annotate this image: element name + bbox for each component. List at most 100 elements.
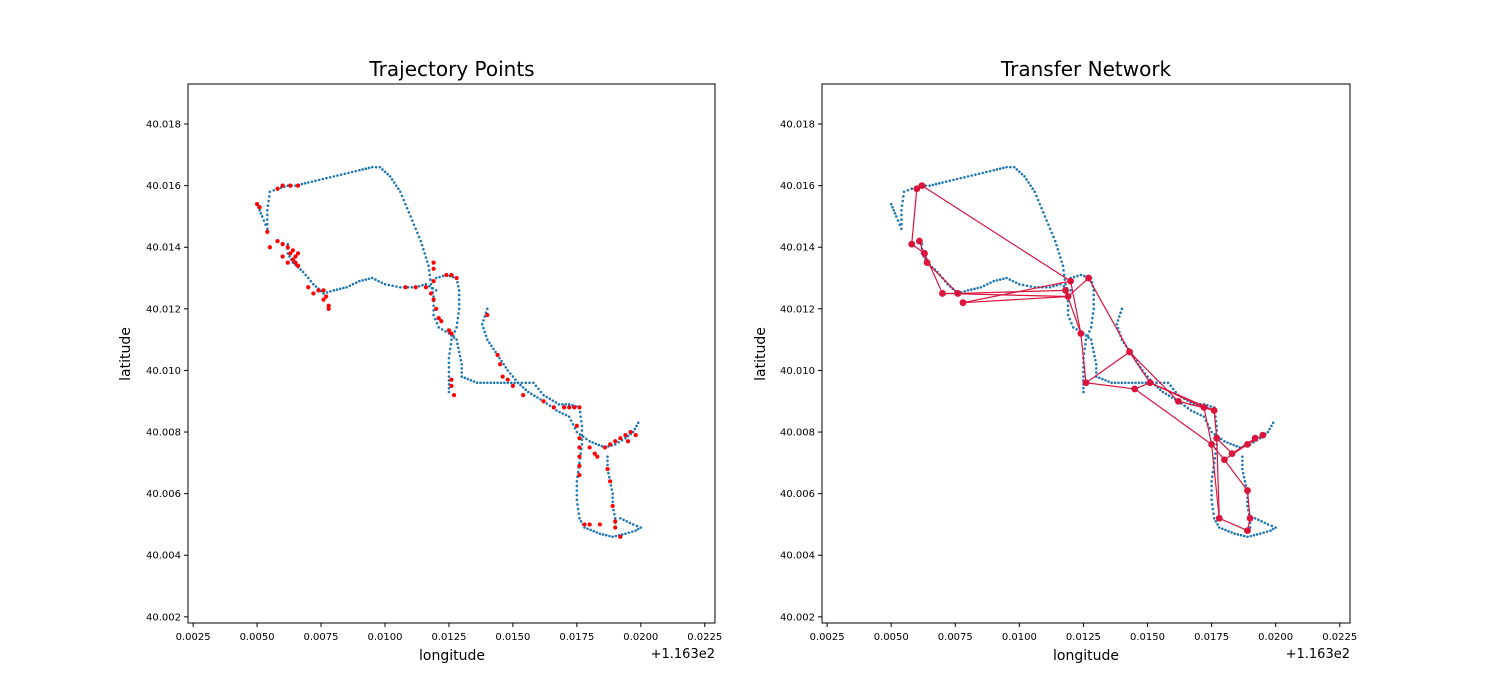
trajectory-point [1104, 378, 1107, 382]
stop-point [288, 183, 293, 188]
trajectory-point [1255, 533, 1259, 536]
trajectory-point [455, 321, 459, 325]
stop-point [605, 466, 610, 472]
trajectory-point [1075, 328, 1078, 331]
trajectory-point [432, 313, 435, 317]
trajectory-point [492, 347, 495, 351]
y-axis-label: latitude [118, 327, 134, 381]
stop-point [595, 454, 600, 459]
trajectory-point [472, 380, 476, 383]
trajectory-point [475, 381, 479, 385]
trajectory-point [503, 381, 506, 385]
trajectory-point [588, 439, 591, 443]
trajectory-point [1092, 289, 1095, 292]
stop-point [628, 429, 633, 435]
network-node [1085, 274, 1092, 282]
trajectory-point [630, 530, 634, 533]
trajectory-point [580, 424, 584, 428]
trajectory-point [1214, 520, 1218, 523]
trajectory-point [1233, 532, 1236, 535]
trajectory-point [1214, 452, 1217, 455]
stop-point [454, 275, 459, 281]
trajectory-point [380, 281, 384, 284]
trajectory-point [1082, 375, 1085, 378]
stop-point [582, 522, 587, 527]
network-node [1064, 293, 1072, 300]
trajectory-point [370, 276, 374, 280]
trajectory-point [578, 433, 582, 436]
trajectory-point [1064, 282, 1067, 286]
trajectory-point [992, 168, 996, 172]
trajectory-point [402, 198, 406, 202]
trajectory-point [906, 188, 910, 192]
trajectory-point [931, 183, 935, 187]
stop-point [439, 319, 444, 324]
stop-point [290, 257, 295, 262]
trajectory-point [1243, 480, 1247, 483]
network-edge [1088, 277, 1131, 353]
trajectory-point [267, 199, 270, 203]
trajectory-point [1216, 523, 1219, 526]
trajectory-point [608, 534, 611, 538]
y-tick-label: 40.014 [146, 243, 181, 254]
trajectory-point [1192, 410, 1196, 414]
trajectory-point [460, 371, 464, 374]
trajectory-point [301, 270, 305, 274]
trajectory-point [536, 396, 539, 399]
trajectory-point [1115, 322, 1119, 326]
trajectory-point [1005, 165, 1008, 169]
trajectory-point [1057, 252, 1061, 255]
trajectory-point [611, 535, 614, 539]
plot-frame [821, 83, 1351, 624]
trajectory-point [314, 285, 318, 288]
stop-point [403, 285, 408, 290]
trajectory-point [486, 381, 489, 385]
trajectory-point [973, 287, 976, 291]
network-edge [921, 185, 1071, 282]
trajectory-point [1062, 273, 1066, 277]
chart-title: Trajectory Points [368, 57, 534, 81]
trajectory-point [448, 347, 452, 351]
network-edge [1216, 438, 1220, 519]
stop-point [602, 445, 608, 450]
trajectory-point [1169, 384, 1172, 388]
trajectory-point [1239, 533, 1243, 537]
trajectory-point [1047, 223, 1050, 226]
trajectory-point [424, 256, 428, 259]
trajectory-point [613, 512, 616, 516]
y-axis-label: latitude [753, 327, 769, 381]
stop-point [625, 439, 631, 444]
trajectory-point [1093, 354, 1096, 358]
trajectory-point [1120, 381, 1124, 385]
trajectory-point [1236, 533, 1240, 536]
trajectory-point [586, 527, 589, 531]
trajectory-point [374, 165, 378, 169]
trajectory-point [1210, 503, 1214, 506]
stop-point [577, 463, 582, 469]
trajectory-point [1094, 358, 1097, 362]
trajectory-point [288, 255, 291, 258]
stop-point [295, 251, 301, 256]
trajectory-point [1202, 415, 1206, 418]
trajectory-point [1005, 276, 1008, 280]
trajectory-point [1266, 430, 1270, 434]
trajectory-point [480, 322, 484, 326]
x-tick-label: 0.0025 [176, 632, 211, 643]
stop-point [608, 479, 613, 484]
trajectory-point [1155, 381, 1158, 385]
trajectory-point [900, 204, 904, 207]
stop-point [449, 377, 454, 382]
network-node [923, 259, 931, 267]
trajectory-point [447, 383, 451, 386]
network-node [959, 299, 967, 307]
trajectory-point [268, 190, 272, 194]
network-edge [1246, 490, 1251, 519]
trajectory-point [1266, 523, 1270, 526]
trajectory-point [1070, 321, 1073, 325]
trajectory-point [306, 276, 310, 280]
trajectory-point [589, 528, 592, 532]
trajectory-point [966, 289, 970, 292]
trajectory-point [583, 526, 586, 529]
y-tick-label: 40.006 [146, 489, 181, 500]
trajectory-point [1066, 309, 1070, 312]
